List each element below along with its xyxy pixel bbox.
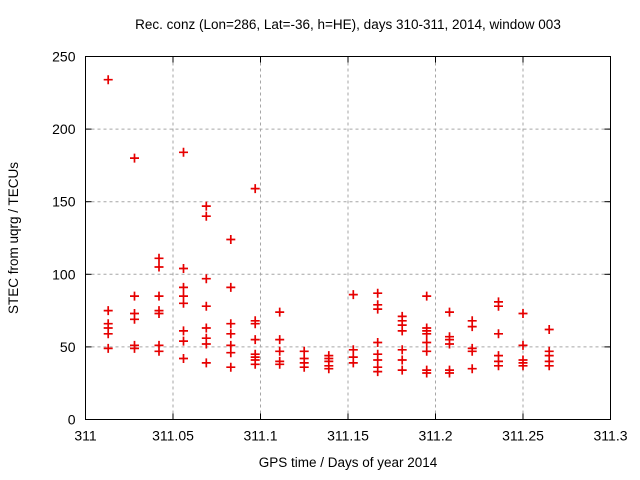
- y-tick-label: 200: [52, 121, 76, 137]
- y-tick-label: 50: [60, 339, 76, 355]
- x-tick-label: 311.15: [327, 428, 369, 444]
- x-tick-label: 311.1: [244, 428, 278, 444]
- x-tick-label: 311.05: [152, 428, 194, 444]
- y-tick-label: 0: [68, 412, 76, 428]
- data-points: [103, 75, 554, 378]
- y-tick-label: 250: [52, 49, 76, 65]
- x-tick-label: 311: [74, 428, 97, 444]
- y-tick-label: 150: [52, 194, 76, 210]
- chart-title: Rec. conz (Lon=286, Lat=-36, h=HE), days…: [135, 17, 561, 32]
- x-tick-label: 311.2: [419, 428, 453, 444]
- x-tick-label: 311.25: [502, 428, 544, 444]
- x-tick-label: 311.3: [594, 428, 628, 444]
- x-axis-label: GPS time / Days of year 2014: [258, 455, 438, 470]
- plot-border: [85, 56, 611, 420]
- y-tick-label: 100: [52, 266, 76, 282]
